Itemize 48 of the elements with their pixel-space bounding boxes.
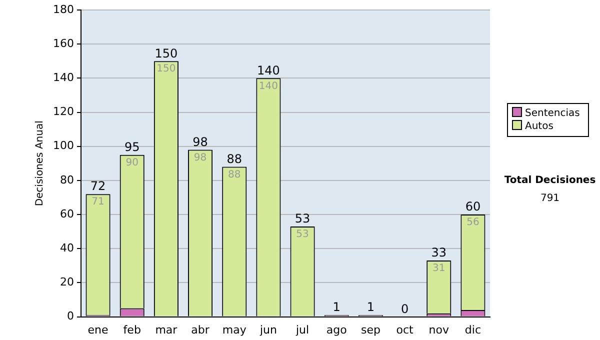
y-tick-label: 80 <box>60 173 74 186</box>
x-tick-label: dic <box>464 323 482 336</box>
y-tick-label: 180 <box>52 2 74 16</box>
y-tick-label: 0 <box>66 310 74 323</box>
data-label: 53 <box>296 229 309 240</box>
y-tick-label: 100 <box>52 139 74 152</box>
y-tick-label: 60 <box>60 207 74 220</box>
y-tick-label: 120 <box>52 105 74 118</box>
total-label: 53 <box>294 212 310 226</box>
total-label: 1 <box>332 300 340 314</box>
total-label: 72 <box>90 179 106 194</box>
x-tick-label: jul <box>294 323 310 336</box>
x-tick-label: jun <box>258 323 277 336</box>
x-tick-label: ene <box>88 323 109 336</box>
text: Total Decisiones <box>503 174 597 188</box>
total-label: 150 <box>154 46 178 60</box>
data-label: 150 <box>156 64 176 75</box>
x-tick-label: abr <box>191 323 210 336</box>
data-label: 71 <box>92 196 104 208</box>
data-label: 140 <box>258 80 278 92</box>
y-tick-label: 140 <box>52 71 74 84</box>
data-label: 90 <box>126 157 138 168</box>
x-tick-label: mar <box>155 323 178 336</box>
data-label: 98 <box>194 152 207 164</box>
x-tick-label: feb <box>123 323 141 336</box>
x-tick-label: may <box>222 323 247 336</box>
legend-label: Sentencias <box>524 107 580 120</box>
total-label: 140 <box>257 63 280 78</box>
y-tick-label: 160 <box>52 36 74 50</box>
x-tick-label: nov <box>428 323 450 336</box>
x-tick-label: ago <box>326 323 348 336</box>
x-tick-label: sep <box>360 323 380 336</box>
total-label: 60 <box>465 200 481 214</box>
y-tick-label: 40 <box>60 241 74 254</box>
total-label: 98 <box>192 134 208 149</box>
y-axis-title: Decisiones Anual <box>34 120 46 206</box>
total-label: 33 <box>431 246 447 260</box>
total-label: 1 <box>366 300 375 314</box>
total-label: 88 <box>226 152 242 166</box>
total-label: 0 <box>400 302 409 316</box>
data-label: 56 <box>466 217 480 228</box>
x-tick-label: oct <box>396 323 414 336</box>
text: 791 <box>539 192 561 206</box>
data-label: 31 <box>432 263 446 274</box>
y-tick-label: 20 <box>60 276 74 289</box>
total-label: 95 <box>124 140 140 154</box>
legend-label: Autos <box>524 120 554 133</box>
data-label: 88 <box>228 169 241 180</box>
